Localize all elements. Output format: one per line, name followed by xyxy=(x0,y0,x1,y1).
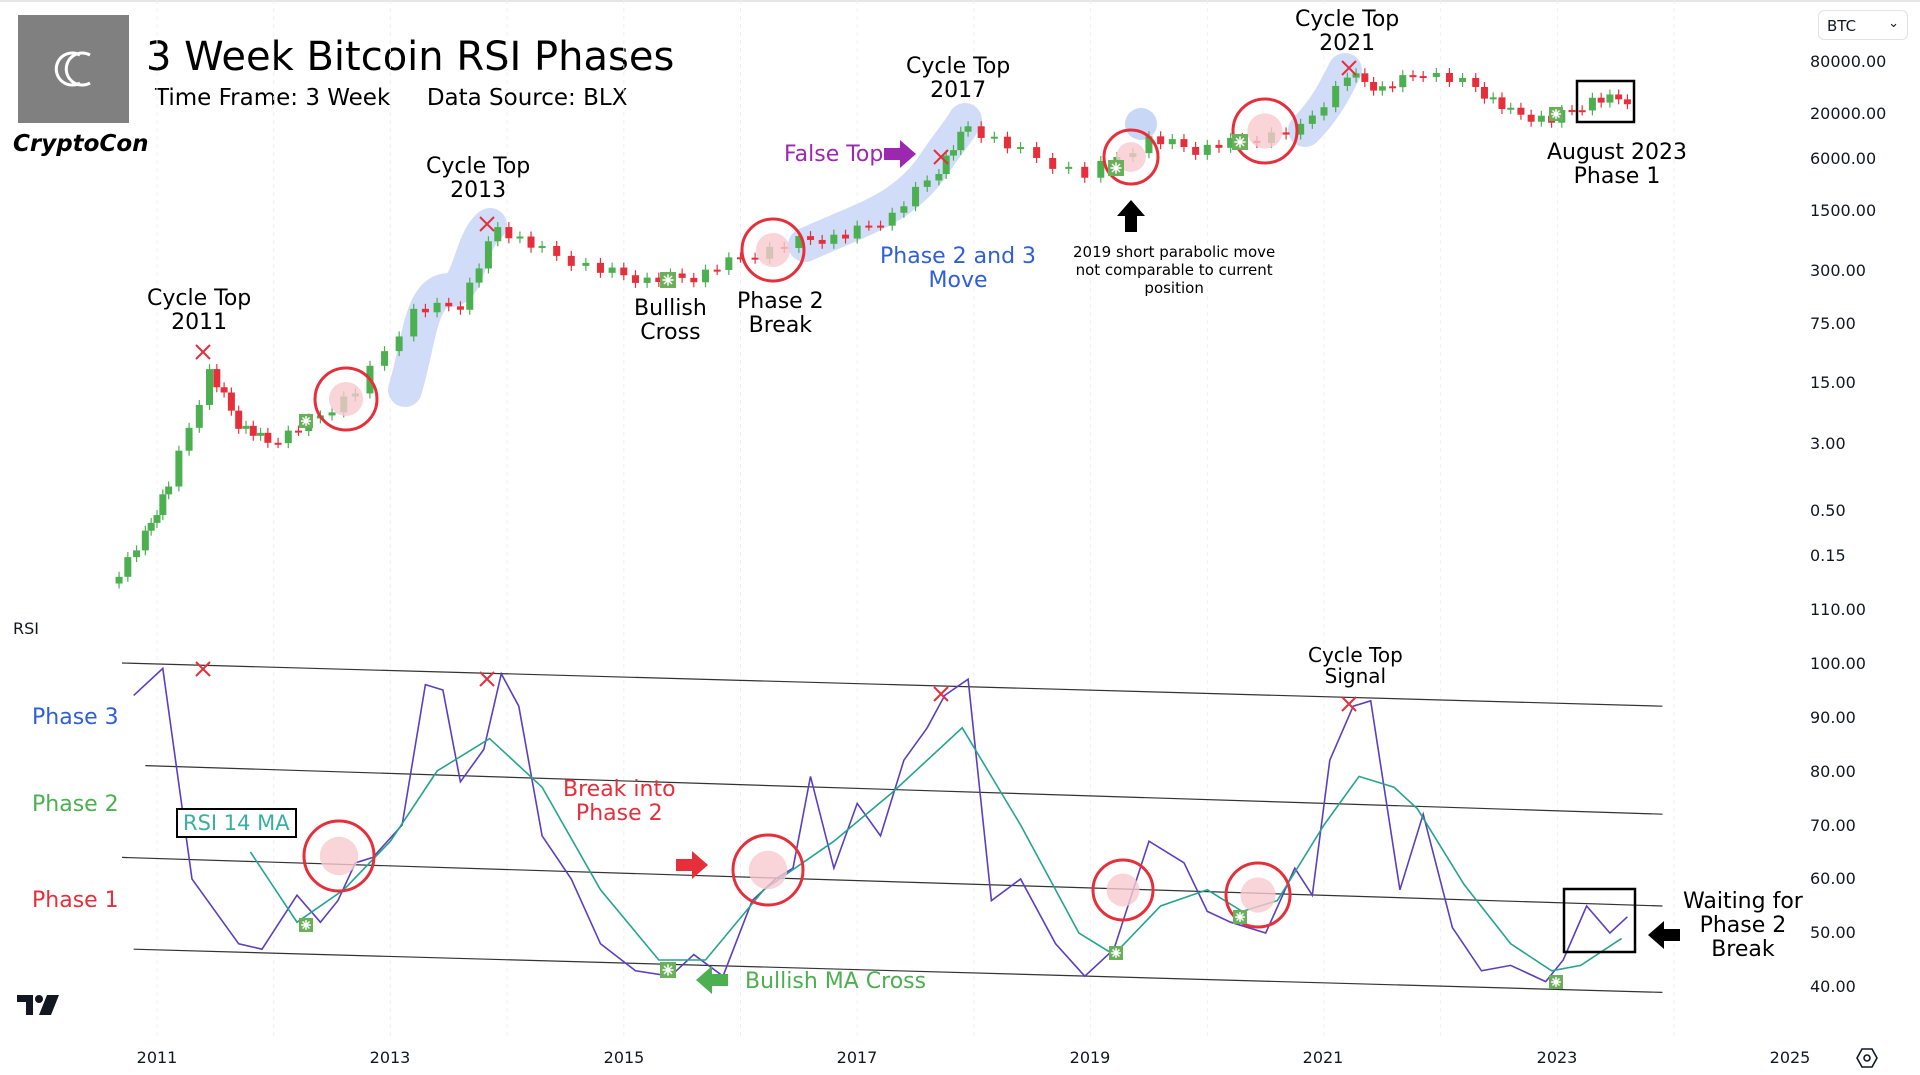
phase-1-label: Phase 1 xyxy=(32,888,119,913)
rsi-tick: 70.00 xyxy=(1810,816,1856,835)
rsi-tick: 40.00 xyxy=(1810,977,1856,996)
annotation-aug-2023: August 2023 Phase 1 xyxy=(1547,140,1687,189)
tradingview-logo-icon xyxy=(17,995,59,1015)
rsi-tick: 110.00 xyxy=(1810,600,1866,619)
rsi-ma-line xyxy=(249,726,1623,972)
rsi-ma-legend: RSI 14 MA xyxy=(176,808,297,838)
annotation-break-into-phase2: Break into Phase 2 xyxy=(563,777,676,826)
annotation-bullish-cross: Bullish Cross xyxy=(634,296,707,345)
top-border xyxy=(0,0,1920,2)
price-tick: 3.00 xyxy=(1810,434,1846,453)
price-tick: 0.15 xyxy=(1810,546,1846,565)
rsi-tick: 90.00 xyxy=(1810,708,1856,727)
x-tick: 2023 xyxy=(1536,1048,1578,1067)
x-tick: 2011 xyxy=(136,1048,178,1067)
price-tick: 75.00 xyxy=(1810,314,1856,333)
chevron-down-icon: ⌄ xyxy=(1888,16,1899,31)
price-tick: 1500.00 xyxy=(1810,201,1877,220)
grid-lines xyxy=(156,0,1675,1040)
symbol-select-value: BTC xyxy=(1827,17,1857,35)
price-tick: 80000.00 xyxy=(1810,52,1887,71)
price-tick: 300.00 xyxy=(1810,261,1866,280)
annotation-cycle-top-signal: Cycle Top Signal xyxy=(1308,643,1403,688)
rsi-tick: 50.00 xyxy=(1810,923,1856,942)
page-subtitle: Time Frame: 3 Week Data Source: BLX xyxy=(155,85,628,111)
x-tick: 2013 xyxy=(369,1048,411,1067)
page-title: 3 Week Bitcoin RSI Phases xyxy=(146,34,675,80)
x-tick: 2025 xyxy=(1769,1048,1811,1067)
cc-logo-glyph-icon xyxy=(54,51,91,87)
settings-gear-icon[interactable] xyxy=(1855,1046,1879,1070)
annotation-bullish-ma-cross: Bullish MA Cross xyxy=(745,969,927,994)
price-tick: 6000.00 xyxy=(1810,149,1877,168)
cc-logo-icon xyxy=(18,15,129,123)
rsi-pane-title: RSI xyxy=(13,619,39,638)
price-tick: 15.00 xyxy=(1810,373,1856,392)
chart-markers xyxy=(195,60,1680,994)
annotation-cycle-top-2017: Cycle Top 2017 xyxy=(906,54,1011,103)
annotation-cycle-top-2011: Cycle Top 2011 xyxy=(147,286,252,335)
annotation-waiting-phase2: Waiting for Phase 2 Break xyxy=(1683,889,1803,962)
x-tick: 2017 xyxy=(836,1048,878,1067)
annotation-cycle-top-2021: Cycle Top 2021 xyxy=(1295,7,1400,56)
annotation-cycle-top-2013: Cycle Top 2013 xyxy=(426,154,531,203)
symbol-select[interactable]: BTC ⌄ xyxy=(1818,10,1908,40)
price-tick: 0.50 xyxy=(1810,501,1846,520)
phase-2-label: Phase 2 xyxy=(32,792,119,817)
price-tick: 20000.00 xyxy=(1810,104,1887,123)
annotation-false-top: False Top xyxy=(784,142,884,167)
rsi-tick: 80.00 xyxy=(1810,762,1856,781)
x-tick: 2019 xyxy=(1069,1048,1111,1067)
rsi-tick: 60.00 xyxy=(1810,869,1856,888)
x-tick: 2015 xyxy=(603,1048,645,1067)
annotation-phase23-move: Phase 2 and 3 Move xyxy=(880,244,1037,293)
annotation-2019-note: 2019 short parabolic move not comparable… xyxy=(1073,243,1276,297)
rsi-tick: 100.00 xyxy=(1810,654,1866,673)
rsi-channel-lines xyxy=(121,662,1663,993)
brand-name: CryptoCon xyxy=(13,131,149,157)
highlight-bands xyxy=(388,53,1362,407)
x-tick: 2021 xyxy=(1302,1048,1344,1067)
annotation-phase2-break: Phase 2 Break xyxy=(737,289,824,338)
phase-3-label: Phase 3 xyxy=(32,705,119,730)
